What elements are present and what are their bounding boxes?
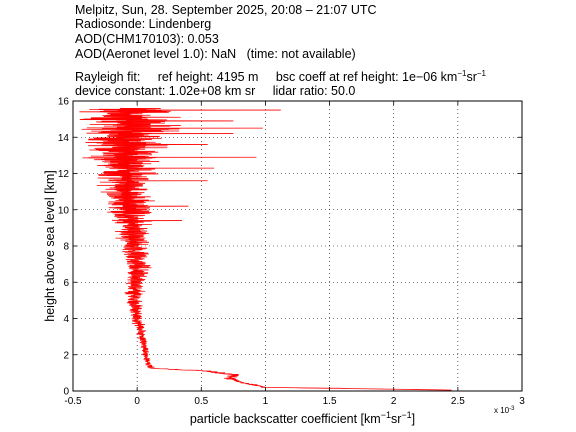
y-tick-label: 16 <box>58 97 70 108</box>
backscatter-profile-line <box>79 107 452 391</box>
aeronet-time: (time: not available) <box>246 47 356 61</box>
x-tick-label: 1.5 <box>323 396 337 407</box>
grid <box>73 101 522 391</box>
y-tick-label: 0 <box>63 387 69 398</box>
y-tick-label: 10 <box>58 205 70 216</box>
x-tick-label: 0 <box>134 396 140 407</box>
y-axis-title: height above sea level [km] <box>43 170 57 321</box>
x-tick-label: 2 <box>391 396 397 407</box>
y-tick-label: 12 <box>58 169 70 180</box>
y-tick-label: 14 <box>58 133 70 144</box>
header-line-4: AOD(Aeronet level 1.0): NaN (time: not a… <box>75 47 356 61</box>
x-tick-label: 2.5 <box>451 396 465 407</box>
header-line-2: Radiosonde: Lindenberg <box>75 17 212 31</box>
x-axis: -0.5 0 0.5 1 1.5 2 2.5 3 <box>64 101 525 407</box>
y-tick-label: 8 <box>63 242 69 253</box>
lidar-ratio: lidar ratio: 50.0 <box>272 84 356 98</box>
x-tick-label: -0.5 <box>64 396 82 407</box>
header-line-6: device constant: 1.02e+08 km sr lidar ra… <box>75 84 355 98</box>
x-tick-label: 1 <box>263 396 269 407</box>
ref-height: ref height: 4195 m <box>157 70 259 85</box>
header-line-5: Rayleigh fit: ref height: 4195 m bsc coe… <box>75 67 486 84</box>
aeronet-aod: AOD(Aeronet level 1.0): NaN <box>75 47 237 61</box>
rayleigh-label: Rayleigh fit: <box>75 70 141 85</box>
x-tick-label: 3 <box>519 396 525 407</box>
bsc-coeff: bsc coeff at ref height: 1e−06 km−1sr−1 <box>275 69 486 85</box>
header-line-3: AOD(CHM170103): 0.053 <box>75 32 219 46</box>
x-tick-label: 0.5 <box>194 396 208 407</box>
header-line-1: Melpitz, Sun, 28. September 2025, 20:08 … <box>75 3 377 17</box>
y-tick-label: 6 <box>63 278 69 289</box>
y-axis: 0 2 4 6 8 10 12 14 16 <box>58 97 522 398</box>
x-multiplier: x 10-3 <box>494 406 515 415</box>
y-tick-label: 4 <box>63 314 69 325</box>
device-constant: device constant: 1.02e+08 km sr <box>75 84 256 98</box>
x-axis-title: particle backscatter coefficient [km−1sr… <box>190 410 415 426</box>
y-tick-label: 2 <box>63 350 69 361</box>
